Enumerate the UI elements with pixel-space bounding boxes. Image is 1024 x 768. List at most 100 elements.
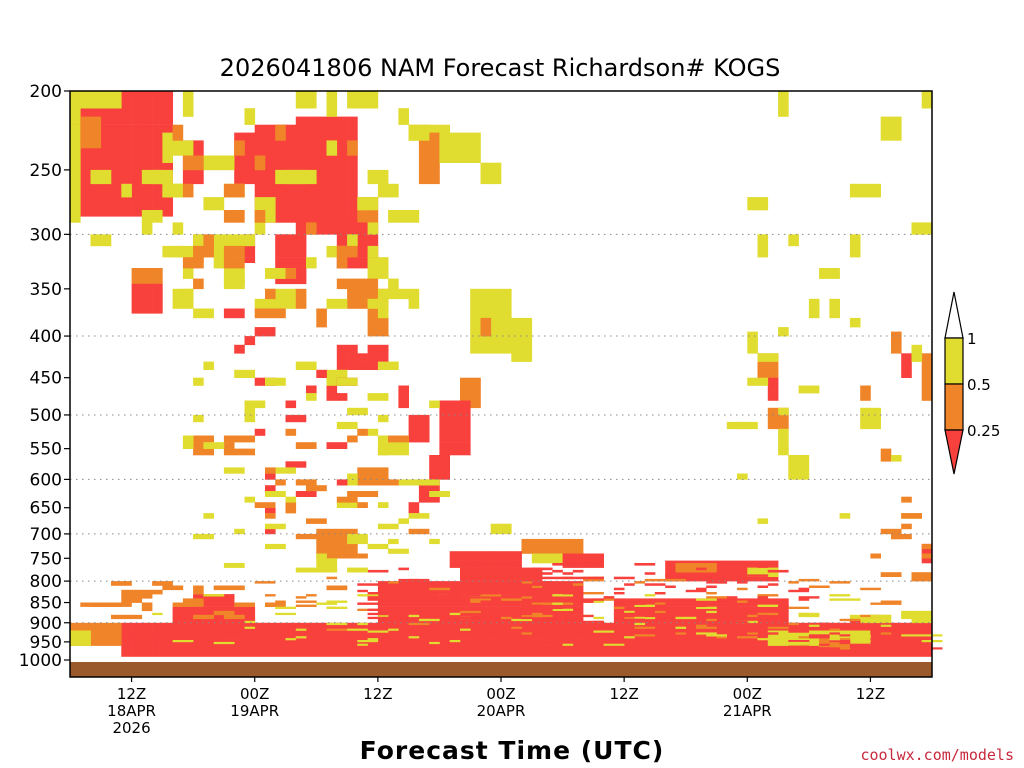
ri-cell-red	[460, 435, 471, 443]
ground-layer	[70, 662, 932, 677]
ri-cell-red	[316, 216, 327, 229]
ri-cell-yellow	[408, 636, 420, 639]
ri-cell-yellow	[624, 610, 635, 614]
ri-cell-orange	[336, 543, 348, 550]
ri-cell-red	[706, 641, 717, 646]
ri-cell-yellow	[244, 626, 256, 629]
ri-cell-red	[521, 567, 533, 573]
ri-cell-red	[223, 645, 235, 650]
ri-cell-yellow	[521, 344, 533, 354]
ri-cell-yellow	[388, 210, 399, 223]
ri-cell-red	[696, 636, 707, 639]
ri-cell-red	[644, 614, 666, 618]
ri-cell-red	[583, 641, 594, 646]
ri-cell-red	[244, 652, 256, 655]
ri-cell-red	[778, 606, 789, 612]
ri-cell-orange	[223, 614, 245, 620]
ri-cell-yellow	[521, 353, 533, 362]
ri-cell-yellow	[829, 308, 840, 319]
ri-cell-red	[675, 622, 687, 627]
ri-cell-red	[182, 645, 194, 650]
ri-cell-red	[767, 569, 789, 573]
ri-cell-orange	[408, 528, 430, 535]
ri-cell-red	[418, 634, 440, 637]
ri-cell-red	[316, 630, 327, 633]
ri-cell-red	[901, 630, 912, 635]
ri-cell-yellow	[265, 491, 286, 497]
ri-cell-red	[501, 551, 512, 557]
ri-cell-red	[470, 626, 481, 631]
ri-cell-red	[408, 594, 420, 599]
ri-cell-red	[357, 257, 368, 269]
ri-cell-red	[203, 606, 214, 612]
ri-cell-yellow	[778, 630, 789, 635]
ri-cell-yellow	[234, 234, 255, 247]
ri-cell-orange	[521, 548, 533, 554]
ri-cell-yellow	[490, 344, 502, 354]
ri-cell-red	[490, 614, 502, 620]
ri-cell-red	[388, 649, 399, 652]
ri-cell-orange	[234, 448, 255, 456]
ri-cell-yellow	[377, 361, 399, 370]
ri-cell-red	[911, 626, 923, 631]
ri-cell-orange	[234, 140, 245, 156]
ri-cell-red	[265, 124, 276, 141]
ri-cell-red	[726, 606, 738, 612]
ri-cell-red	[234, 652, 245, 657]
ri-cell-yellow	[357, 594, 368, 597]
ri-cell-red	[100, 140, 112, 156]
ri-cell-red	[244, 641, 256, 646]
ri-cell-red	[757, 649, 769, 654]
ri-cell-red	[737, 602, 748, 607]
ri-cell-orange	[552, 543, 563, 550]
ri-cell-orange	[326, 538, 338, 545]
ri-cell-yellow	[234, 278, 245, 290]
ri-cell-orange	[808, 585, 830, 588]
ri-cell-yellow	[398, 518, 409, 524]
ri-cell-red	[162, 91, 173, 109]
ri-cell-orange	[316, 317, 327, 328]
ri-cell-orange	[100, 638, 112, 643]
ri-cell-orange	[542, 548, 553, 554]
ri-cell-red	[572, 647, 594, 650]
ri-cell-red	[921, 548, 933, 554]
ri-cell-red	[634, 638, 645, 641]
ri-cell-red	[439, 602, 450, 607]
ri-cell-yellow	[644, 594, 656, 597]
ri-cell-yellow	[285, 288, 297, 300]
ri-cell-orange	[203, 448, 214, 456]
ri-cell-orange	[306, 485, 327, 492]
ri-cell-red	[460, 649, 471, 654]
ri-cell-red	[141, 622, 153, 627]
ri-cell-orange	[706, 563, 717, 568]
ri-cell-yellow	[767, 572, 779, 577]
ri-cell-red	[706, 624, 717, 627]
ri-cell-red	[193, 638, 204, 643]
ri-cell-orange	[921, 369, 933, 378]
ri-cell-orange	[347, 528, 358, 535]
ri-cell-yellow	[70, 155, 81, 171]
ri-cell-red	[449, 645, 461, 650]
ri-cell-orange	[501, 598, 522, 601]
ri-cell-orange	[80, 626, 91, 631]
ri-cell-orange	[121, 589, 132, 595]
ri-cell-red	[767, 583, 779, 586]
ri-cell-red	[357, 602, 379, 605]
ri-cell-red	[265, 183, 276, 198]
ri-cell-red	[603, 638, 615, 641]
ri-cell-yellow	[326, 622, 348, 626]
ri-cell-red	[244, 647, 256, 650]
ri-cell-red	[265, 507, 276, 514]
ri-cell-yellow	[336, 502, 358, 508]
ri-cell-red	[429, 485, 440, 492]
ri-cell-orange	[90, 132, 102, 149]
ri-cell-red	[562, 638, 574, 643]
ri-cell-yellow	[244, 400, 266, 409]
ri-cell-red	[531, 576, 543, 582]
ri-cell-red	[182, 614, 194, 620]
ri-cell-red	[562, 598, 574, 603]
ri-cell-red	[121, 197, 132, 211]
ri-cell-red	[388, 643, 409, 646]
ri-cell-red	[531, 651, 553, 654]
x-tick-label-18-2: 19APR	[230, 702, 279, 720]
